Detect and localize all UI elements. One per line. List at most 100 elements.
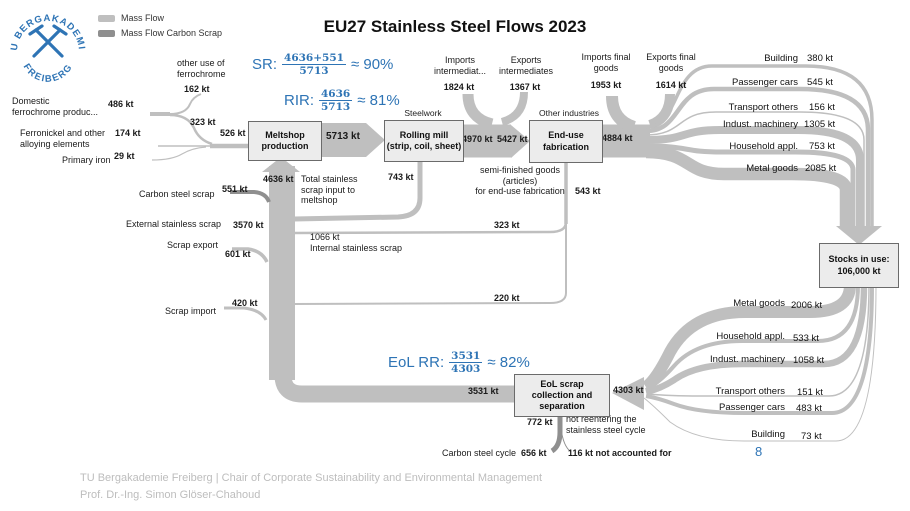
flow-household-appl-533 (644, 284, 860, 392)
value-4884: 4884 kt (602, 133, 633, 143)
label-total-scrap-input: Total stainless scrap input to meltshop (301, 174, 358, 206)
footer-line2: Prof. Dr.-Ing. Simon Glöser-Chahoud (80, 488, 261, 501)
formula-eol-result: ≈ 82% (487, 354, 530, 372)
flow-imports-intermediates-1824 (462, 93, 494, 130)
arrow-into-meltshop (262, 157, 300, 172)
flow-metal-goods-2006 (642, 284, 856, 392)
node-rolling-mill: Rolling mill (strip, coil, sheet) (384, 120, 464, 162)
legend-swatch-dark (98, 29, 115, 37)
label-carbon-steel-cycle: Carbon steel cycle (442, 448, 517, 458)
formula-eol-fraction: 3531 4303 (449, 350, 483, 376)
sector-top-value-indust-machinery: 1305 kt (804, 119, 836, 130)
flow-primary-iron-29 (151, 146, 207, 161)
flow-exports-intermediates-1367 (500, 91, 528, 126)
label-semi-finished-goods: semi-finished goods (articles) for end-u… (475, 165, 565, 197)
sector-top-value-metal-goods: 2085 kt (805, 163, 837, 174)
label-exports-final-goods: Exports final goods (646, 52, 696, 73)
arrow-into-eol (612, 377, 644, 410)
sector-bottom-value-household-appl: 533 kt (793, 333, 819, 344)
flow-exports-final-1614 (648, 93, 675, 130)
flow-scrap-import-420 (224, 306, 268, 321)
tu-freiberg-logo: TU BERGAKADEMIE · FREIBERG · (0, 0, 86, 85)
flow-transport-others-151 (647, 284, 870, 397)
value-323-loop: 323 kt (494, 220, 520, 230)
flow-indust-machinery-1305 (645, 126, 864, 226)
flow-ferrochrome-to-meltshop-323 (169, 113, 213, 146)
sector-top-label-indust-machinery: Indust. machinery (723, 119, 798, 130)
flow-not-accounted-116 (560, 427, 572, 453)
crossed-hammers-icon (28, 24, 68, 58)
sector-bottom-label-passenger-cars: Passenger cars (718, 402, 785, 413)
value-116-not-accounted: 116 kt not accounted for (568, 448, 672, 458)
value-551: 551 kt (222, 184, 248, 194)
flow-household-appl-753 (645, 143, 856, 226)
sector-top-value-transport-others: 156 kt (809, 102, 835, 113)
value-486: 486 kt (108, 99, 134, 109)
label-carbon-steel-scrap: Carbon steel scrap (139, 189, 215, 199)
legend: Mass Flow Mass Flow Carbon Scrap (98, 13, 222, 43)
value-4970: 4970 kt (462, 134, 493, 144)
value-420: 420 kt (232, 298, 258, 308)
flow-fabrication-scrap-220 (293, 224, 567, 305)
flow-other-ferrochrome-162 (169, 93, 202, 115)
sector-bottom-value-indust-machinery: 1058 kt (793, 355, 825, 366)
page-title: EU27 Stainless Steel Flows 2023 (323, 17, 587, 36)
label-imports-intermediates: Imports intermediat... (433, 55, 487, 76)
value-1614: 1614 kt (655, 80, 687, 90)
formula-sr-fraction: 4636+551 5713 (282, 52, 346, 78)
value-162: 162 kt (184, 84, 210, 94)
formula-sr-prefix: SR: (252, 56, 278, 74)
sector-top-value-passenger-cars: 545 kt (807, 77, 833, 88)
sector-bottom-label-metal-goods: Metal goods (733, 298, 785, 309)
label-scrap-import: Scrap import (165, 306, 217, 316)
flow-passenger-cars-483 (645, 284, 874, 415)
sector-bottom-value-building: 73 kt (801, 431, 822, 442)
value-174: 174 kt (115, 128, 141, 138)
value-4303: 4303 kt (613, 385, 644, 395)
value-526: 526 kt (220, 128, 246, 138)
node-meltshop-production: Meltshop production (248, 121, 322, 161)
flow-carbon-steel-scrap-551 (230, 190, 271, 203)
value-543: 543 kt (575, 186, 601, 196)
label-imports-final-goods: Imports final goods (581, 52, 631, 73)
legend-swatch-light (98, 14, 115, 22)
label-ferronickel: Ferronickel and other alloying elements (20, 128, 106, 149)
flow-internal-scrap-743 (293, 158, 423, 222)
sector-top-label-metal-goods: Metal goods (746, 163, 798, 174)
flow-indust-machinery-1058 (645, 284, 868, 396)
value-4636: 4636 kt (263, 174, 294, 184)
sector-bottom-label-transport-others: Transport others (715, 386, 785, 397)
value-5427: 5427 kt (497, 134, 528, 144)
value-323-in: 323 kt (190, 117, 216, 127)
formula-eol-rr: EoL RR: 3531 4303 ≈ 82% (388, 350, 530, 375)
flow-not-reentering-772 (550, 414, 563, 454)
label-other-use-ferrochrome: other use of ferrochrome (177, 58, 226, 79)
footer-line1: TU Bergakademie Freiberg | Chair of Corp… (80, 472, 543, 484)
formula-rir-fraction: 4636 5713 (319, 88, 353, 114)
flow-metal-goods-2085 (645, 145, 853, 226)
label-internal-stainless-scrap: 1066 kt Internal stainless scrap (310, 232, 403, 253)
value-29: 29 kt (114, 151, 135, 161)
formula-rir-result: ≈ 81% (357, 92, 400, 110)
arrow-into-rolling-mill (366, 123, 385, 157)
value-220: 220 kt (494, 293, 520, 303)
caption-other-industries: Other industries (539, 108, 599, 118)
value-656: 656 kt (521, 448, 547, 458)
flow-passenger-cars-545 (645, 86, 871, 226)
flow-imports-final-1953 (606, 95, 637, 133)
label-primary-iron: Primary iron (62, 155, 111, 165)
page-number: 8 (755, 444, 763, 459)
node-enduse-fabrication: End-use fabrication (529, 120, 603, 163)
value-5713: 5713 kt (326, 131, 360, 142)
flow-transport-others-156 (645, 111, 865, 226)
value-1367: 1367 kt (509, 82, 541, 92)
node-stocks-in-use: Stocks in use: 106,000 kt (819, 243, 899, 288)
arrow-into-enduse (511, 125, 530, 158)
value-1953: 1953 kt (590, 80, 622, 90)
sector-top-label-passenger-cars: Passenger cars (731, 77, 798, 88)
sector-bottom-label-household-appl: Household appl. (716, 331, 785, 342)
label-domestic-ferrochrome: Domestic ferrochrome produc... (12, 96, 99, 117)
value-3570: 3570 kt (233, 220, 264, 230)
